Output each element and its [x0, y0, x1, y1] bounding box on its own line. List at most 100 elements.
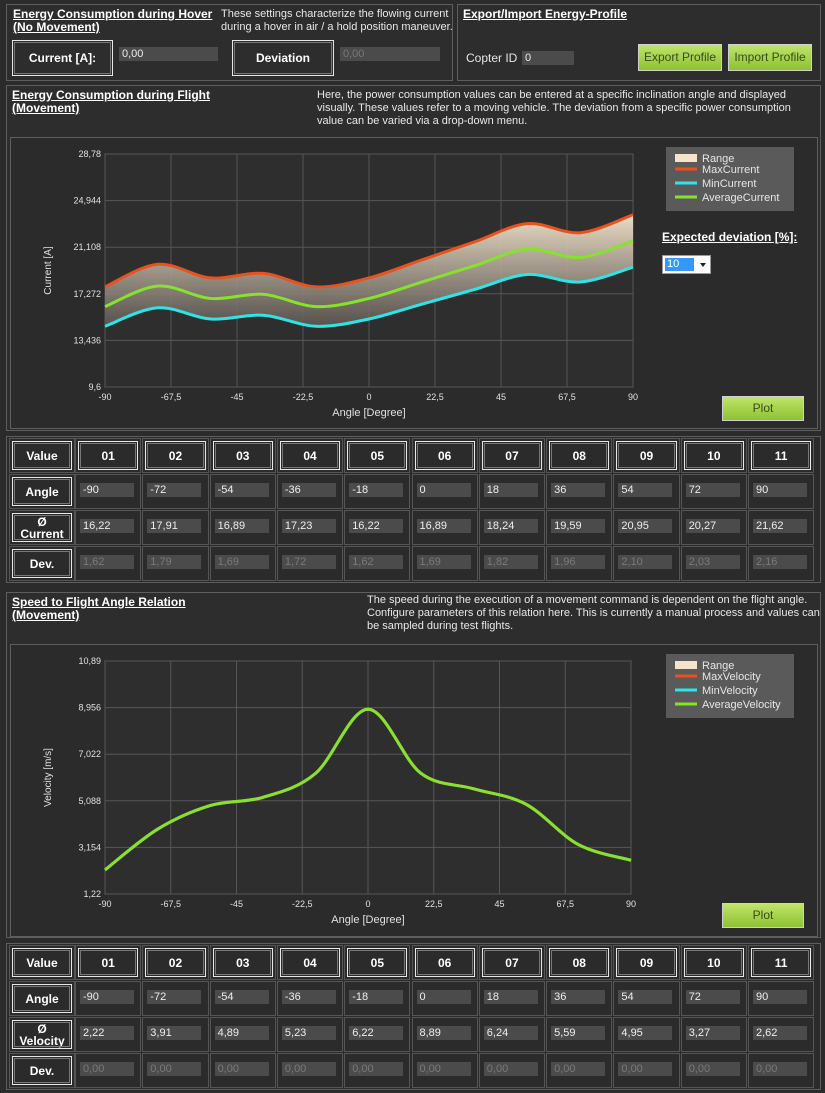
input[interactable]: 3,27	[685, 1026, 740, 1040]
input[interactable]: 72	[685, 990, 740, 1004]
input[interactable]: -54	[214, 990, 269, 1004]
input[interactable]: 16,89	[416, 519, 471, 533]
table-cell: 72	[680, 981, 747, 1016]
input[interactable]: 16,89	[214, 519, 269, 533]
input[interactable]: 18	[483, 990, 538, 1004]
input[interactable]: 90	[753, 990, 807, 1004]
label-box: 10	[683, 948, 744, 977]
input[interactable]: 0,00	[147, 1062, 202, 1076]
input[interactable]: 1,69	[214, 555, 269, 569]
input[interactable]: 8,89	[416, 1026, 471, 1040]
input[interactable]: -72	[147, 990, 202, 1004]
input[interactable]: 0,00	[340, 47, 440, 61]
x-tick-label: 22,5	[426, 392, 444, 402]
input[interactable]: 1,96	[551, 555, 606, 569]
label-box: 07	[481, 441, 543, 470]
input[interactable]: 0	[416, 990, 471, 1004]
input[interactable]: -18	[349, 990, 404, 1004]
input[interactable]: 0	[522, 51, 574, 65]
input[interactable]: -18	[349, 483, 404, 497]
input[interactable]: 90	[753, 483, 807, 497]
input[interactable]: 1,62	[80, 555, 134, 569]
input[interactable]: 16,22	[80, 519, 134, 533]
input[interactable]: 0,00	[483, 1062, 538, 1076]
input[interactable]: 18,24	[483, 519, 538, 533]
input[interactable]: 16,22	[349, 519, 404, 533]
input[interactable]: 17,91	[147, 519, 202, 533]
input[interactable]: 21,62	[753, 519, 807, 533]
input[interactable]: 1,79	[147, 555, 202, 569]
input[interactable]: -36	[281, 990, 336, 1004]
input[interactable]: 0,00	[214, 1062, 269, 1076]
input[interactable]: 54	[618, 990, 673, 1004]
button[interactable]: Export Profile	[638, 44, 722, 71]
table-cell: 1,69	[411, 546, 478, 581]
input[interactable]: 0,00	[685, 1062, 740, 1076]
input[interactable]: 0,00	[753, 1062, 807, 1076]
input[interactable]: 4,89	[214, 1026, 269, 1040]
input[interactable]: 0,00	[618, 1062, 673, 1076]
x-tick-label: 90	[626, 899, 636, 909]
input[interactable]: 6,22	[349, 1026, 404, 1040]
input[interactable]: 2,16	[753, 555, 807, 569]
input[interactable]: 72	[685, 483, 740, 497]
panel-description: These settings characterize the flowing …	[221, 8, 453, 33]
input[interactable]: 19,59	[551, 519, 606, 533]
input[interactable]: -90	[80, 990, 134, 1004]
table-cell: -90	[75, 981, 142, 1016]
label-box: 06	[414, 948, 475, 977]
input[interactable]: 20,27	[685, 519, 740, 533]
input[interactable]: 0,00	[281, 1062, 336, 1076]
input[interactable]: 54	[618, 483, 673, 497]
table-cell: -90	[75, 474, 142, 509]
input[interactable]: 20,95	[618, 519, 673, 533]
table-cell: 1,62	[75, 546, 142, 581]
table-cell: 0,00	[478, 1053, 546, 1088]
dropdown[interactable]: 10	[662, 255, 711, 274]
input[interactable]: -36	[281, 483, 336, 497]
table-cell: 0,00	[276, 1053, 344, 1088]
input[interactable]: 2,62	[753, 1026, 807, 1040]
input[interactable]: 0,00	[416, 1062, 471, 1076]
input[interactable]: 2,10	[618, 555, 673, 569]
input[interactable]: -90	[80, 483, 134, 497]
table-cell: 1,69	[209, 546, 276, 581]
button[interactable]: Plot	[722, 396, 804, 421]
input[interactable]: 0,00	[80, 1062, 134, 1076]
input[interactable]: 36	[551, 990, 606, 1004]
input[interactable]: 3,91	[147, 1026, 202, 1040]
input[interactable]: 4,95	[618, 1026, 673, 1040]
button[interactable]: Plot	[722, 903, 804, 928]
input[interactable]: 0	[416, 483, 471, 497]
button[interactable]: Import Profile	[728, 44, 812, 71]
table-cell: 6,22	[344, 1017, 411, 1052]
input[interactable]: 2,03	[685, 555, 740, 569]
input[interactable]: 1,72	[281, 555, 336, 569]
input[interactable]: 1,82	[483, 555, 538, 569]
input[interactable]: 0,00	[119, 47, 218, 61]
input[interactable]: 2,22	[80, 1026, 134, 1040]
input[interactable]: 5,59	[551, 1026, 606, 1040]
input[interactable]: 6,24	[483, 1026, 538, 1040]
x-tick-label: 0	[366, 392, 371, 402]
table-cell: -36	[276, 474, 344, 509]
input[interactable]: 17,23	[281, 519, 336, 533]
table-cell: 2,10	[613, 546, 680, 581]
input[interactable]: 36	[551, 483, 606, 497]
input[interactable]: 0,00	[551, 1062, 606, 1076]
label-box: 04	[279, 441, 341, 470]
input[interactable]: 5,23	[281, 1026, 336, 1040]
table-cell: 0	[411, 474, 478, 509]
table-cell: 1,62	[344, 546, 411, 581]
input[interactable]: 1,69	[416, 555, 471, 569]
table-cell: Ø Velocity	[9, 1017, 75, 1052]
input[interactable]: 1,62	[349, 555, 404, 569]
table-cell: 2,22	[75, 1017, 142, 1052]
x-tick-label: -67,5	[161, 392, 182, 402]
input[interactable]: -72	[147, 483, 202, 497]
table-cell: 16,89	[411, 510, 478, 545]
input[interactable]: 0,00	[349, 1062, 404, 1076]
input[interactable]: 18	[483, 483, 538, 497]
table-cell: 16,89	[209, 510, 276, 545]
input[interactable]: -54	[214, 483, 269, 497]
